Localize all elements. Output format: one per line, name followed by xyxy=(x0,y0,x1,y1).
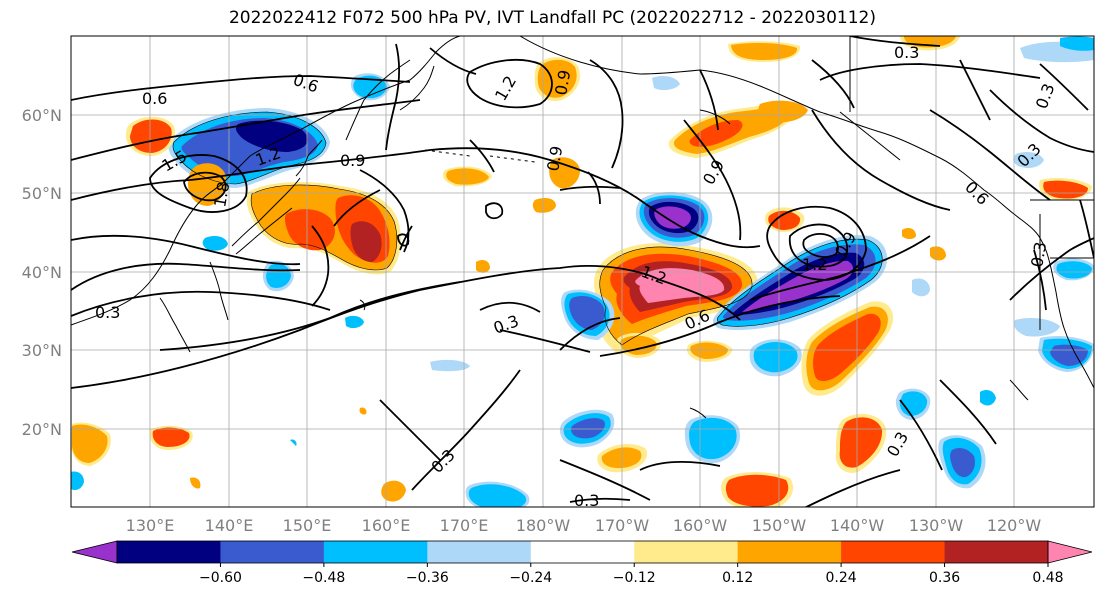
lon-label: 180°W xyxy=(516,516,571,535)
colorbar-cell xyxy=(737,541,842,563)
colorbar-cell xyxy=(427,541,532,563)
pv-contours xyxy=(71,36,1094,507)
lon-label: 140°W xyxy=(830,516,885,535)
colorbar: −0.60 −0.48 −0.36 −0.24 −0.12 0.12 0.24 0.36 0.4… xyxy=(71,540,1093,586)
lon-label: 150°W xyxy=(752,516,807,535)
contour-label: 1.2 xyxy=(802,255,827,274)
colorbar-tick-label: −0.48 xyxy=(302,570,345,586)
lon-label: 170°E xyxy=(440,516,489,535)
lon-label: 120°W xyxy=(987,516,1042,535)
longitude-labels: 130°E 140°E 150°E 160°E 170°E 180°W 170°… xyxy=(126,516,1042,535)
colorbar-tick-label: 0.48 xyxy=(1032,570,1063,586)
lon-label: 140°E xyxy=(205,516,254,535)
colorbar-cell xyxy=(944,541,1049,563)
lon-label: 160°E xyxy=(362,516,411,535)
colorbar-frame xyxy=(116,540,1049,564)
lon-label: 150°E xyxy=(283,516,332,535)
lat-label: 50°N xyxy=(22,184,62,203)
colorbar-extend-high xyxy=(1047,540,1093,564)
coastlines xyxy=(71,36,1094,419)
latitude-labels: 60°N 50°N 40°N 30°N 20°N xyxy=(22,106,62,439)
lat-label: 30°N xyxy=(22,341,62,360)
lon-label: 170°W xyxy=(595,516,650,535)
lat-label: 40°N xyxy=(22,263,62,282)
contour-label: 0.3 xyxy=(574,491,599,510)
contour-label: 0.9 xyxy=(543,144,566,172)
colorbar-tick-label: −0.60 xyxy=(199,570,242,586)
anomaly-outlines xyxy=(172,111,883,346)
colorbar-cell xyxy=(841,541,946,563)
colorbar-tick-label: 0.24 xyxy=(826,570,857,586)
contour-label: 0.9 xyxy=(340,151,365,170)
colorbar-cell xyxy=(117,541,221,563)
colorbar-tick-label: −0.12 xyxy=(613,570,656,586)
lon-label: 130°W xyxy=(909,516,964,535)
colorbar-cell xyxy=(634,541,739,563)
contour-label: 0.6 xyxy=(142,89,167,108)
contour-label: 0.3 xyxy=(1027,240,1050,268)
colorbar-tick-label: −0.24 xyxy=(509,570,552,586)
colorbar-cell xyxy=(323,541,428,563)
colorbar-tick-label: 0.36 xyxy=(929,570,960,586)
contour-label: 0.3 xyxy=(894,43,919,62)
colorbar-tick-label: −0.36 xyxy=(406,570,449,586)
lat-label: 60°N xyxy=(22,106,62,125)
contour-label: 1.8 xyxy=(210,180,233,208)
colorbar-cell xyxy=(220,541,325,563)
contour-label: 0.3 xyxy=(95,303,120,322)
graticule xyxy=(71,36,1094,507)
colorbar-cell xyxy=(530,541,635,563)
map-title: 2022022412 F072 500 hPa PV, IVT Landfall… xyxy=(228,8,876,28)
lon-label: 160°W xyxy=(673,516,728,535)
colorbar-extend-low xyxy=(71,540,118,564)
lat-label: 20°N xyxy=(22,420,62,439)
colorbar-tick-label: 0.12 xyxy=(722,570,753,586)
contour-label: 0.9 xyxy=(551,68,574,96)
map-frame xyxy=(70,35,1095,508)
lon-label: 130°E xyxy=(126,516,175,535)
